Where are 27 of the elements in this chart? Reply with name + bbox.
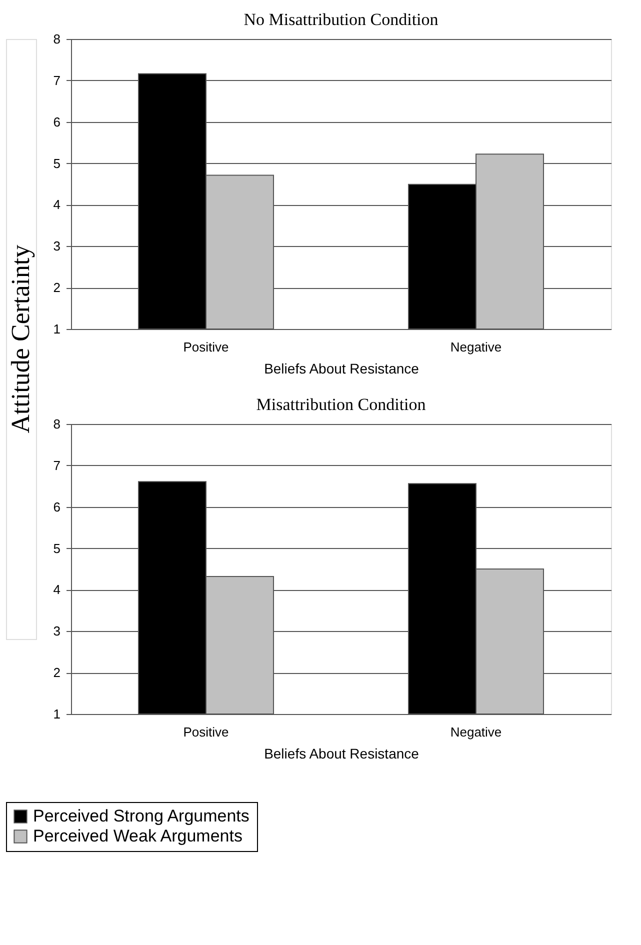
y-tick-label: 5: [53, 540, 60, 556]
y-tick-label: 8: [53, 416, 60, 432]
y-tick-label: 3: [53, 624, 60, 639]
x-axis-title: Beliefs About Resistance: [264, 360, 420, 376]
y-tick-label: 6: [53, 499, 60, 514]
y-tick-label: 3: [53, 238, 60, 254]
chart-title: Misattribution Condition: [256, 395, 426, 414]
y-tick-label: 5: [53, 156, 60, 171]
y-tick-label: 2: [53, 665, 60, 680]
y-tick-label: 1: [53, 322, 60, 336]
y-tick-label: 7: [53, 72, 60, 88]
legend-label: Perceived Weak Arguments: [33, 826, 242, 846]
x-axis-title: Beliefs About Resistance: [264, 746, 420, 762]
y-tick-label: 7: [53, 458, 60, 473]
x-tick-label: Positive: [183, 724, 229, 740]
x-tick-label: Positive: [183, 340, 229, 354]
legend-label: Perceived Strong Arguments: [33, 806, 250, 826]
y-tick-label: 8: [53, 32, 60, 46]
x-tick-label: Negative: [450, 340, 502, 354]
y-tick-label: 6: [53, 114, 60, 130]
chart-title: No Misattribution Condition: [244, 10, 439, 29]
y-tick-label: 2: [53, 280, 60, 296]
y-tick-label: 4: [53, 197, 60, 212]
y-tick-label: 1: [53, 706, 60, 722]
y-tick-label: 4: [53, 582, 60, 598]
y-axis-title: Attitude Certainty: [6, 244, 35, 434]
x-tick-label: Negative: [450, 724, 502, 740]
